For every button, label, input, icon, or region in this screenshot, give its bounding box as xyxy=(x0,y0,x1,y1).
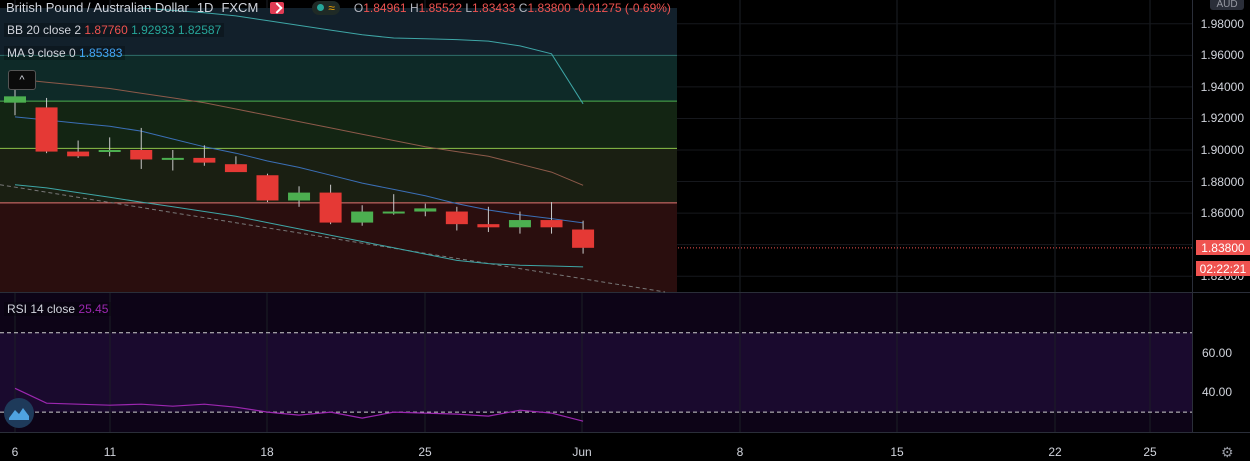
candle-body xyxy=(540,220,563,228)
price-tick-label: 1.88000 xyxy=(1200,174,1244,189)
current-price-label: 1.83800 xyxy=(1196,240,1250,255)
flag-icon[interactable] xyxy=(270,1,285,14)
rsi-line xyxy=(14,387,584,422)
collapse-legend-button[interactable]: ^ xyxy=(8,70,36,90)
rsi-tick-label: 40.00 xyxy=(1201,385,1232,400)
tradingview-logo[interactable] xyxy=(4,398,34,428)
candle-body xyxy=(382,211,405,214)
high-value: 1.85522 xyxy=(418,0,463,15)
candle-body xyxy=(224,164,247,173)
fib-zone xyxy=(0,101,677,149)
bb-legend[interactable]: BB 20 close 2 1.87760 1.92933 1.82587 xyxy=(4,23,225,37)
symbol-header: British Pound / Australian Dollar 1D FXC… xyxy=(6,0,671,15)
bb-upper-line xyxy=(141,7,584,105)
candle-body xyxy=(477,224,500,228)
candle-body xyxy=(193,157,216,163)
candle-body xyxy=(35,107,58,152)
candle-body xyxy=(414,208,437,212)
price-tick-label: 1.90000 xyxy=(1200,143,1244,157)
time-tick-label: 22 xyxy=(1048,445,1062,459)
wave-icon: ≈ xyxy=(328,0,335,15)
time-tick-label: Jun xyxy=(572,445,592,459)
rsi-legend[interactable]: RSI 14 close 25.45 xyxy=(4,302,112,316)
price-tick-label: 1.92000 xyxy=(1200,111,1244,126)
price-tick-label: 1.86000 xyxy=(1200,206,1244,221)
bb-basis-line xyxy=(14,78,584,186)
rsi-band xyxy=(0,332,1192,413)
candle-body xyxy=(4,96,26,103)
candle-body xyxy=(508,220,531,228)
interval-label[interactable]: 1D xyxy=(196,0,214,15)
candle-body xyxy=(130,150,153,160)
candle-body xyxy=(98,150,121,152)
candle-body xyxy=(67,151,90,157)
currency-label[interactable]: AUD xyxy=(1210,0,1244,10)
candle-body xyxy=(351,211,374,223)
close-value: 1.83800 xyxy=(527,0,571,15)
fib-zone xyxy=(0,55,677,102)
exchange-label: FXCM xyxy=(221,0,259,15)
price-tick-label: 1.96000 xyxy=(1200,48,1244,63)
time-tick-label: 11 xyxy=(103,445,117,459)
price-tick-label: 1.94000 xyxy=(1200,79,1244,94)
candle-body xyxy=(319,192,342,223)
time-tick-label: 15 xyxy=(890,445,904,459)
price-tick-label: 1.98000 xyxy=(1200,16,1244,31)
time-tick-label: 18 xyxy=(260,445,274,459)
candle-body xyxy=(256,175,279,201)
time-tick-label: 6 xyxy=(11,445,19,459)
ohlc-values: O1.84961 H1.85522 L1.83433 C1.83800 -0.0… xyxy=(353,0,671,15)
candle-body xyxy=(445,211,468,225)
market-open-icon xyxy=(317,4,325,11)
time-tick-label: 25 xyxy=(418,445,432,459)
low-value: 1.83433 xyxy=(472,0,516,15)
bar-countdown: 02:22:21 xyxy=(1196,261,1250,276)
gear-icon[interactable]: ⚙ xyxy=(1221,444,1234,460)
rsi-tick-label: 60.00 xyxy=(1201,345,1232,360)
trend-line xyxy=(0,184,666,293)
ma-legend[interactable]: MA 9 close 0 1.85383 xyxy=(4,46,126,60)
time-tick-label: 8 xyxy=(736,445,744,459)
bb-lower-line xyxy=(14,184,584,268)
time-tick-label: 25 xyxy=(1143,445,1157,459)
chevron-up-icon: ^ xyxy=(19,74,25,86)
candle-body xyxy=(288,192,311,201)
open-value: 1.84961 xyxy=(363,0,407,15)
symbol-title[interactable]: British Pound / Australian Dollar xyxy=(6,0,189,15)
candle-body xyxy=(161,157,184,160)
change-value: -0.01275 (-0.69%) xyxy=(574,0,671,15)
market-status-pill[interactable]: ≈ xyxy=(312,0,340,15)
candle-body xyxy=(572,229,595,248)
